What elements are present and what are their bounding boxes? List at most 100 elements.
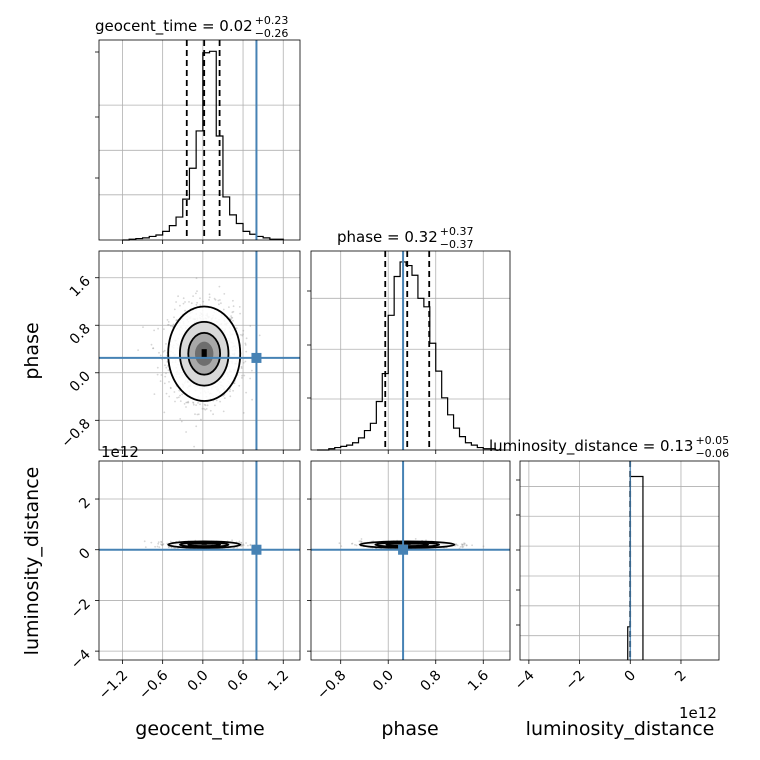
scatter-ld-geocent-point (160, 541, 163, 544)
title-phase-text: phase = 0.32 (337, 228, 438, 246)
scatter-phase-geocent-point (249, 325, 252, 327)
scatter-phase-geocent-point (240, 365, 243, 368)
scatter-phase-geocent-point (153, 329, 156, 332)
scatter-phase-geocent-point (165, 372, 167, 375)
ld-y-ticklabel-1: −2 (68, 596, 94, 622)
scatter-phase-geocent-point (208, 293, 211, 296)
scatter-phase-geocent-point (229, 388, 232, 391)
scatter-phase-geocent-point (179, 418, 182, 420)
x-axis-label-phase: phase (381, 718, 438, 740)
scatter-ld-phase-group (338, 538, 485, 551)
scatter-ld-geocent-point (167, 545, 170, 548)
scatter-phase-geocent-point (197, 413, 200, 416)
x-axis-label-geocent-time: geocent_time (135, 718, 264, 740)
scatter-phase-geocent-point (251, 369, 253, 372)
ld-x-ticklabel-1: −2 (562, 668, 588, 694)
scatter-ld-phase-point (355, 544, 358, 547)
scatter-phase-geocent-point (195, 303, 198, 306)
scatter-phase-geocent-point (168, 395, 171, 398)
scatter-phase-geocent-point (179, 394, 181, 397)
scatter-phase-geocent-point (184, 301, 186, 303)
scatter-ld-phase-point (354, 543, 356, 546)
scatter-ld-geocent-point (154, 545, 157, 548)
scatter-ld-geocent-point (156, 545, 159, 548)
ld-x-ticklabel-0: −4 (512, 667, 538, 693)
scatter-phase-geocent-point (199, 304, 202, 306)
scatter-phase-geocent-point (241, 374, 243, 377)
scatter-phase-geocent-contour-1 (179, 320, 230, 387)
scatter-phase-geocent-point (203, 403, 206, 406)
scatter-phase-geocent-point (245, 391, 248, 394)
scatter-phase-geocent-point (185, 431, 188, 433)
scatter-ld-geocent-contour-2 (187, 542, 222, 548)
scatter-ld-geocent-point (161, 544, 164, 546)
scatter-phase-geocent-point (195, 404, 198, 406)
scatter-ld-geocent-point (157, 542, 160, 545)
scatter-phase-geocent-point (242, 329, 245, 332)
scatter-phase-geocent-point (167, 369, 170, 372)
scatter-phase-geocent-point (185, 406, 187, 408)
title-luminosity-distance: luminosity_distance = 0.13 +0.05−0.06 (489, 434, 729, 460)
scatter-phase-geocent-point (243, 374, 246, 377)
scatter-phase-geocent-point (200, 418, 202, 421)
scatter-phase-geocent-point (173, 316, 175, 319)
scatter-phase-geocent-point (204, 404, 207, 407)
ld-y-ticklabel-0: −4 (68, 647, 94, 673)
scatter-ld-geocent-point (160, 544, 163, 546)
phase-x-ticklabel-2: 0.8 (418, 668, 445, 695)
ld-y-offset-text: 1e12 (101, 443, 139, 461)
scatter-phase-geocent-point (162, 350, 165, 353)
scatter-phase-geocent-point (242, 361, 245, 364)
scatter-ld-phase-point (360, 540, 363, 543)
scatter-phase-geocent-point (164, 375, 167, 378)
scatter-ld-geocent-point (168, 546, 170, 549)
scatter-phase-geocent-point (219, 400, 222, 403)
scatter-phase-geocent-point (166, 319, 169, 321)
scatter-phase-geocent-point (232, 299, 234, 302)
scatter-ld-geocent-point (240, 545, 243, 548)
x-axis-label-luminosity-distance: luminosity_distance (526, 718, 715, 740)
scatter-phase-geocent-point (229, 390, 231, 393)
geocent-x-ticklabel-0: −1.2 (96, 668, 131, 703)
scatter-phase-geocent-point (215, 399, 218, 402)
scatter-phase-geocent-point (239, 312, 242, 315)
scatter-phase-geocent-point (163, 382, 166, 385)
scatter-ld-phase-point (482, 545, 485, 548)
title-luminosity-distance-text: luminosity_distance = 0.13 (489, 437, 693, 456)
title-phase: phase = 0.32 +0.37−0.37 (337, 225, 474, 251)
scatter-phase-geocent-point (208, 296, 211, 299)
scatter-phase-geocent-point (208, 299, 210, 301)
scatter-phase-geocent-point (168, 381, 170, 383)
scatter-phase-geocent-point (163, 411, 166, 414)
scatter-phase-geocent-point (238, 384, 241, 387)
scatter-phase-geocent-point (193, 445, 196, 448)
scatter-ld-geocent-point (162, 543, 164, 546)
scatter-phase-geocent-point (217, 299, 220, 302)
scatter-phase-geocent-point (177, 295, 180, 298)
scatter-ld-phase-point (456, 544, 459, 547)
scatter-phase-geocent-point (203, 407, 205, 410)
scatter-phase-geocent-point (181, 393, 184, 396)
scatter-phase-geocent-point (232, 319, 234, 322)
scatter-phase-geocent-point (240, 333, 242, 336)
ld-x-ticklabel-2: 0 (621, 668, 639, 686)
scatter-phase-geocent-point (174, 400, 176, 403)
hist-phase-group (316, 251, 502, 451)
scatter-phase-geocent-point (244, 342, 247, 345)
scatter-phase-geocent-point (152, 347, 154, 350)
geocent-x-ticklabel-2: 0.0 (185, 668, 212, 695)
scatter-ld-geocent-point (143, 540, 146, 543)
scatter-phase-geocent-point (186, 401, 189, 404)
scatter-phase-geocent-point (187, 401, 190, 404)
scatter-phase-geocent-frame (98, 250, 301, 451)
scatter-ld-phase-point (359, 540, 362, 542)
scatter-ld-phase-point (460, 543, 463, 546)
scatter-phase-geocent-point (169, 386, 172, 389)
scatter-phase-geocent-point (167, 321, 170, 323)
scatter-phase-geocent-point (212, 413, 215, 416)
scatter-phase-geocent-point (244, 344, 247, 346)
hist-ld-frame (519, 460, 720, 661)
scatter-phase-geocent-point (173, 308, 176, 311)
scatter-phase-geocent-point (238, 306, 241, 308)
geocent-x-ticklabel-1: −0.6 (136, 667, 171, 702)
